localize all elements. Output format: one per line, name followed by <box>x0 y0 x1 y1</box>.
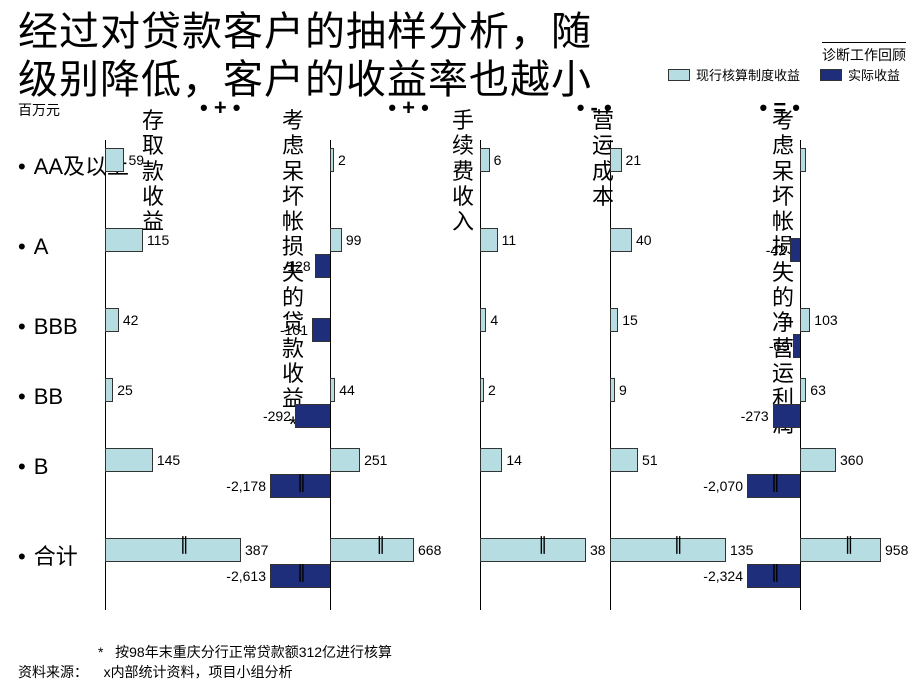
bar-negative <box>312 318 330 342</box>
footnote-text: 按98年末重庆分行正常贷款额312亿进行核算 <box>115 644 392 660</box>
header-tag: 诊断工作回顾 <box>822 42 906 65</box>
bar-negative <box>270 474 330 498</box>
bar-positive <box>610 228 632 252</box>
bar-value-label: 9 <box>619 382 627 398</box>
bar-negative <box>790 238 800 262</box>
legend-swatch-a <box>668 69 690 81</box>
page-title: 经过对贷款客户的抽样分析，随 级别降低，客户的收益率也越小 <box>18 8 592 104</box>
bar-value-label: 63 <box>810 382 826 398</box>
chart-panel: 611421438∥ <box>480 140 590 610</box>
bar-positive <box>330 148 334 172</box>
bar-value-label: 38 <box>590 542 606 558</box>
bar-positive <box>610 378 615 402</box>
operator: • + • <box>200 95 240 121</box>
bar-positive <box>610 148 622 172</box>
bar-value-label: -273 <box>741 408 769 424</box>
bar-value-label: 40 <box>636 232 652 248</box>
bar-positive <box>800 448 836 472</box>
legend: 现行核算制度收益 实际收益 <box>668 65 900 84</box>
bar-positive <box>330 448 360 472</box>
bar-negative <box>773 404 800 428</box>
bar-negative <box>315 254 330 278</box>
bar-positive <box>105 378 113 402</box>
bar-positive <box>800 148 806 172</box>
bar-value-label: 25 <box>117 382 133 398</box>
bar-value-label: -2,178 <box>226 478 266 494</box>
bar-value-label: 21 <box>626 152 642 168</box>
operator: • + • <box>388 95 428 121</box>
bar-value-label: 11 <box>502 232 517 248</box>
bar-value-label: 99 <box>346 232 362 248</box>
bar-value-label: 42 <box>123 312 139 328</box>
bar-value-label: -292 <box>263 408 291 424</box>
bar-value-label: -128 <box>283 258 311 274</box>
source-label: 资料来源： <box>18 664 88 680</box>
bar-value-label: -69 <box>769 338 789 354</box>
bar-positive <box>105 538 241 562</box>
legend-item-a: 现行核算制度收益 <box>668 65 800 84</box>
bar-negative <box>295 404 330 428</box>
bar-positive <box>330 378 335 402</box>
bar-positive <box>480 378 484 402</box>
bar-value-label: 387 <box>245 542 268 558</box>
bar-value-label: 51 <box>642 452 658 468</box>
bar-negative <box>747 474 800 498</box>
bar-value-label: -2,324 <box>703 568 743 584</box>
bar-value-label: 360 <box>840 452 863 468</box>
bar-value-label: 103 <box>814 312 837 328</box>
bar-value-label: 14 <box>506 452 522 468</box>
bar-value-label: 59 <box>128 152 144 168</box>
bar-negative <box>747 564 800 588</box>
bar-positive <box>800 378 806 402</box>
bar-value-label: -2,070 <box>703 478 743 494</box>
chart-panel: -42103-6963-273360-2,070∥958∥-2,324∥ <box>745 140 885 610</box>
chart-region: 591154225145387∥299-128-10144-292251-2,1… <box>0 140 920 610</box>
bar-positive <box>330 228 342 252</box>
bar-value-label: 6 <box>494 152 502 168</box>
bar-positive <box>800 308 810 332</box>
chart-panel: 591154225145387∥ <box>105 140 245 610</box>
bar-value-label: 145 <box>157 452 180 468</box>
legend-item-b: 实际收益 <box>820 65 900 84</box>
bar-positive <box>105 148 124 172</box>
chart-panel: 299-128-10144-292251-2,178∥668∥-2,613∥ <box>268 140 418 610</box>
bar-negative <box>270 564 330 588</box>
source-text: x内部统计资料，项目小组分析 <box>104 664 293 680</box>
legend-label-a: 现行核算制度收益 <box>696 65 800 84</box>
bar-value-label: 2 <box>338 152 346 168</box>
bar-positive <box>480 228 498 252</box>
chart-panel: 214015951135∥ <box>610 140 730 610</box>
bar-positive <box>480 148 490 172</box>
bar-positive <box>610 308 618 332</box>
bar-positive <box>480 448 502 472</box>
title-line-1: 经过对贷款客户的抽样分析，随 <box>18 8 592 56</box>
bar-value-label: -2,613 <box>226 568 266 584</box>
bar-value-label: 15 <box>622 312 638 328</box>
legend-label-b: 实际收益 <box>848 65 900 84</box>
bar-value-label: 2 <box>488 382 496 398</box>
legend-swatch-b <box>820 69 842 81</box>
bar-positive <box>800 538 881 562</box>
bar-value-label: -42 <box>766 242 786 258</box>
bar-positive <box>105 228 143 252</box>
bar-positive <box>610 538 726 562</box>
bar-positive <box>105 308 119 332</box>
bar-positive <box>480 538 586 562</box>
bar-value-label: 668 <box>418 542 441 558</box>
bar-value-label: 958 <box>885 542 908 558</box>
footnote-marker: * <box>98 644 103 660</box>
bar-value-label: -101 <box>280 322 308 338</box>
bar-positive <box>480 308 486 332</box>
bar-value-label: 115 <box>147 232 169 248</box>
bar-positive <box>105 448 153 472</box>
bar-value-label: 44 <box>339 382 355 398</box>
bar-value-label: 4 <box>490 312 498 328</box>
bar-negative <box>793 334 800 358</box>
source: 资料来源： x内部统计资料，项目小组分析 <box>18 662 293 682</box>
footnote: * 按98年末重庆分行正常贷款额312亿进行核算 <box>98 642 392 662</box>
bar-value-label: 251 <box>364 452 387 468</box>
bar-positive <box>330 538 414 562</box>
unit-label: 百万元 <box>18 100 60 120</box>
bar-positive <box>610 448 638 472</box>
